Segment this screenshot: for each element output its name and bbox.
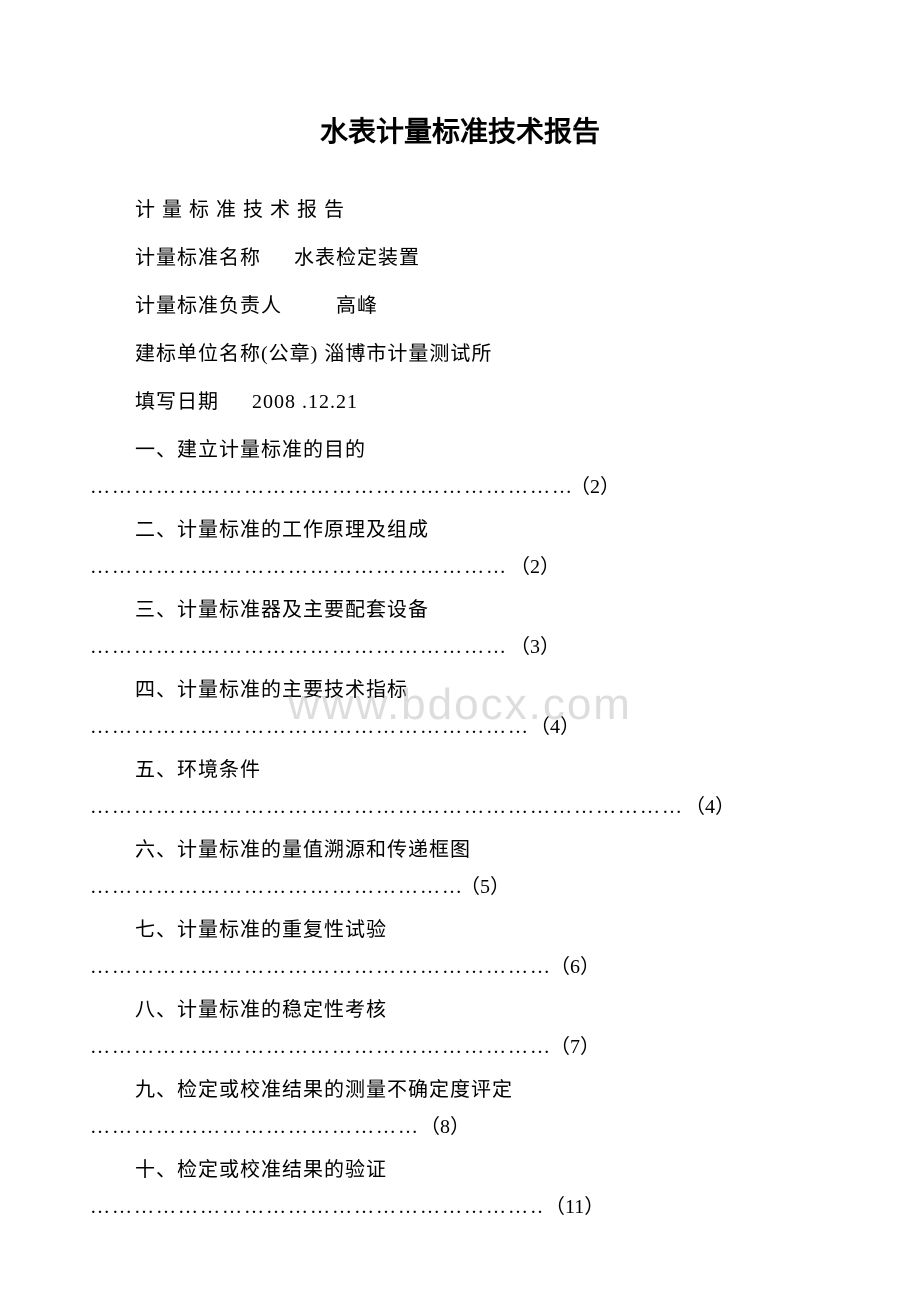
- toc-dots-line: ……………………………………………………………………………………………………………: [90, 1190, 830, 1224]
- date-value: 2008 .12.21: [252, 391, 358, 413]
- toc-dots-line: ……………………………………………………………………………………………………………: [90, 950, 830, 984]
- standard-name-line: 计量标准名称 水表检定装置: [90, 238, 830, 278]
- toc-item: 五、环境条件……………………………………………………………………………………………: [90, 750, 830, 824]
- toc-dots-line: ……………………………………………………………………………………………………………: [90, 870, 830, 904]
- toc-page-number: （4）: [685, 790, 735, 824]
- standard-name-value: 水表检定装置: [294, 247, 420, 269]
- toc-heading: 九、检定或校准结果的测量不确定度评定: [90, 1070, 830, 1110]
- toc-page-number: （11）: [545, 1190, 604, 1224]
- toc-item: 八、计量标准的稳定性考核……………………………………………………………………………: [90, 990, 830, 1064]
- toc-dots: ……………………………………………………………………………………………………………: [90, 470, 570, 504]
- toc-heading: 七、计量标准的重复性试验: [90, 910, 830, 950]
- toc-page-number: （3）: [510, 630, 560, 664]
- toc-dots: ……………………………………………………………………………………………………………: [90, 630, 510, 664]
- toc-heading: 八、计量标准的稳定性考核: [90, 990, 830, 1030]
- toc-page-number: （5）: [460, 870, 510, 904]
- toc-dots: ……………………………………………………………………………………………………………: [90, 950, 550, 984]
- toc-page-number: （6）: [550, 950, 600, 984]
- toc-item: 四、计量标准的主要技术指标…………………………………………………………………………: [90, 670, 830, 744]
- toc-dots-line: ……………………………………………………………………………………………………………: [90, 1110, 830, 1144]
- toc-dots: ……………………………………………………………………………………………………………: [90, 1030, 550, 1064]
- toc-dots-line: ……………………………………………………………………………………………………………: [90, 630, 830, 664]
- page-title: 水表计量标准技术报告: [90, 110, 830, 150]
- toc-item: 一、建立计量标准的目的………………………………………………………………………………: [90, 430, 830, 504]
- toc-page-number: （8）: [420, 1110, 470, 1144]
- responsible-line: 计量标准负责人 高峰: [90, 286, 830, 326]
- toc-item: 十、检定或校准结果的验证……………………………………………………………………………: [90, 1150, 830, 1224]
- toc-heading: 十、检定或校准结果的验证: [90, 1150, 830, 1190]
- responsible-label: 计量标准负责人: [135, 295, 282, 317]
- toc-dots-line: ……………………………………………………………………………………………………………: [90, 790, 830, 824]
- toc-heading: 六、计量标准的量值溯源和传递框图: [90, 830, 830, 870]
- toc-dots: ……………………………………………………………………………………………………………: [90, 710, 530, 744]
- date-line: 填写日期 2008 .12.21: [90, 382, 830, 422]
- toc-item: 九、检定或校准结果的测量不确定度评定……………………………………………………………: [90, 1070, 830, 1144]
- toc-dots: ……………………………………………………………………………………………………………: [90, 550, 510, 584]
- toc-dots: ……………………………………………………………………………………………………………: [90, 870, 460, 904]
- toc-dots-line: ……………………………………………………………………………………………………………: [90, 550, 830, 584]
- toc-dots-line: ……………………………………………………………………………………………………………: [90, 470, 830, 504]
- responsible-value: 高峰: [336, 295, 378, 317]
- toc-page-number: （2）: [570, 470, 620, 504]
- unit-line: 建标单位名称(公章) 淄博市计量测试所: [90, 334, 830, 374]
- toc-page-number: （4）: [530, 710, 580, 744]
- toc-heading: 二、计量标准的工作原理及组成: [90, 510, 830, 550]
- toc-section: 一、建立计量标准的目的………………………………………………………………………………: [90, 430, 830, 1224]
- toc-page-number: （2）: [510, 550, 560, 584]
- toc-item: 七、计量标准的重复性试验……………………………………………………………………………: [90, 910, 830, 984]
- toc-dots-line: ……………………………………………………………………………………………………………: [90, 710, 830, 744]
- toc-dots: ……………………………………………………………………………………………………………: [90, 1110, 420, 1144]
- standard-name-label: 计量标准名称: [135, 247, 261, 269]
- unit-value: 淄博市计量测试所: [324, 343, 492, 365]
- toc-item: 二、计量标准的工作原理及组成………………………………………………………………………: [90, 510, 830, 584]
- toc-dots: ……………………………………………………………………………………………………………: [90, 790, 685, 824]
- toc-item: 六、计量标准的量值溯源和传递框图…………………………………………………………………: [90, 830, 830, 904]
- toc-dots-line: ……………………………………………………………………………………………………………: [90, 1030, 830, 1064]
- toc-heading: 四、计量标准的主要技术指标: [90, 670, 830, 710]
- toc-dots: ……………………………………………………………………………………………………………: [90, 1190, 545, 1224]
- date-label: 填写日期: [135, 391, 219, 413]
- toc-heading: 五、环境条件: [90, 750, 830, 790]
- report-label: 计 量 标 准 技 术 报 告: [90, 190, 830, 230]
- unit-label: 建标单位名称(公章): [135, 343, 318, 365]
- toc-item: 三、计量标准器及主要配套设备………………………………………………………………………: [90, 590, 830, 664]
- toc-page-number: （7）: [550, 1030, 600, 1064]
- toc-heading: 三、计量标准器及主要配套设备: [90, 590, 830, 630]
- toc-heading: 一、建立计量标准的目的: [90, 430, 830, 470]
